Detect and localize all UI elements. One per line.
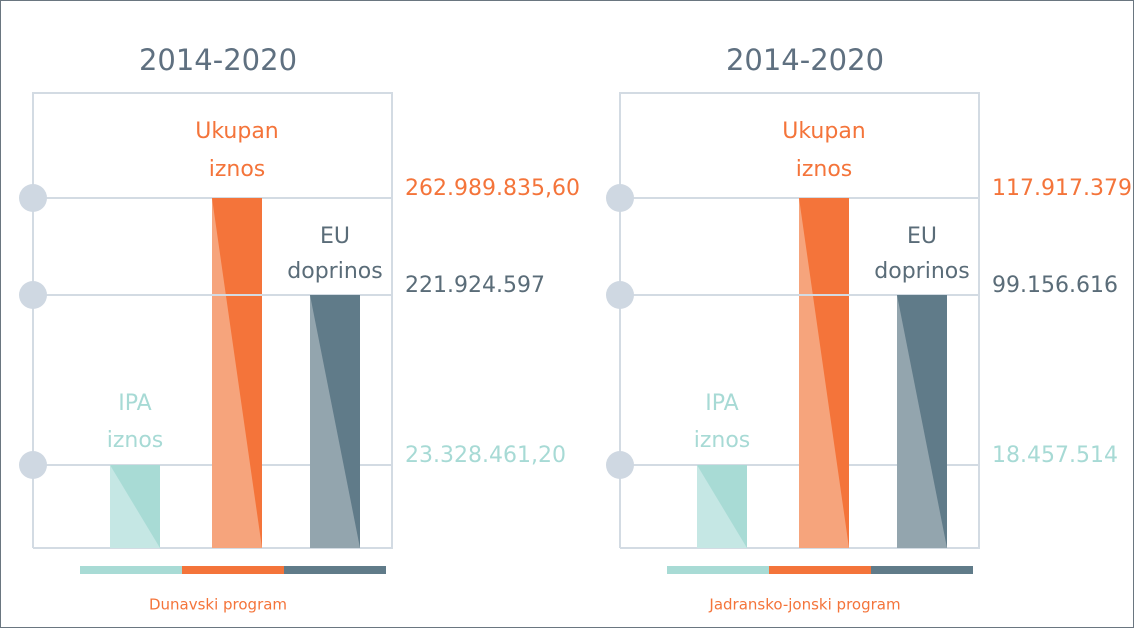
- level-dot: [606, 281, 634, 309]
- bar-label: EU: [907, 224, 937, 249]
- bar-label: IPA: [118, 391, 151, 416]
- legend-strip: [284, 566, 386, 574]
- panel-title: 2014-2020: [139, 43, 297, 77]
- level-dot: [606, 184, 634, 212]
- legend-strip: [182, 566, 284, 574]
- level-dot: [19, 451, 47, 479]
- bar-label: Ukupan: [195, 119, 279, 144]
- legend-strip: [80, 566, 182, 574]
- frame: [32, 92, 393, 549]
- bar-label: iznos: [694, 428, 751, 453]
- bar-shade: [799, 198, 849, 548]
- value-label: 221.924.597: [405, 273, 545, 298]
- bar-shade: [897, 295, 947, 548]
- bar-shade: [697, 465, 747, 548]
- panel: 2014-2020 IPA iznos 18.457.514 Ukupan iznos 11…: [606, 43, 1132, 614]
- panel: 2014-2020 IPA iznos 23.328.461,20 Ukupan izno…: [19, 43, 580, 614]
- legend-strip: [667, 566, 769, 574]
- panel-title: 2014-2020: [726, 43, 884, 77]
- legend-strip: [769, 566, 871, 574]
- bar-label: doprinos: [287, 259, 382, 284]
- bar-shade: [212, 198, 262, 548]
- panel-caption: Jadransko-jonski program: [708, 596, 900, 614]
- value-label: 262.989.835,60: [405, 176, 580, 201]
- value-label: 99.156.616: [992, 273, 1118, 298]
- value-label: 18.457.514: [992, 443, 1118, 468]
- bar-label: iznos: [796, 157, 853, 182]
- bar-label: IPA: [705, 391, 738, 416]
- value-label: 117.917.379: [992, 176, 1132, 201]
- level-dot: [19, 184, 47, 212]
- bar-label: Ukupan: [782, 119, 866, 144]
- bar-label: doprinos: [874, 259, 969, 284]
- legend-strip: [871, 566, 973, 574]
- bar-label: iznos: [107, 428, 164, 453]
- bar-shade: [310, 295, 360, 548]
- panel-caption: Dunavski program: [149, 596, 287, 614]
- bar-label: iznos: [209, 157, 266, 182]
- level-dot: [606, 451, 634, 479]
- level-dot: [19, 281, 47, 309]
- value-label: 23.328.461,20: [405, 443, 566, 468]
- bar-label: EU: [320, 224, 350, 249]
- bar-shade: [110, 465, 160, 548]
- frame: [619, 92, 980, 549]
